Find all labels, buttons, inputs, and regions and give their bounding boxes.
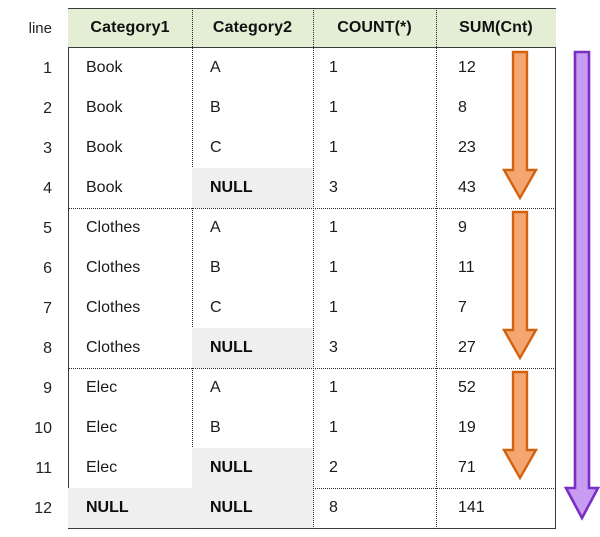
table-cell-category1: Elec [86,459,118,476]
table-cell-category2: B [210,419,221,436]
group-arrow-clothes-icon [501,210,539,361]
table-cell-category2-null: NULL [192,488,313,528]
table-cell-count: 3 [329,179,338,196]
line-number: 7 [43,300,52,317]
line-number: 12 [34,500,52,517]
table-cell-sum: 7 [458,299,467,316]
column-header-sum: SUM(Cnt) [459,19,533,36]
table-cell-category1-null: NULL [68,488,192,528]
table-cell-category2: C [210,139,222,156]
line-number: 10 [34,420,52,437]
table-cell-count: 8 [329,499,338,516]
table-cell-category1: Book [86,59,123,76]
table-cell-category2: B [210,99,221,116]
group-arrow-book-icon [501,50,539,201]
table-cell-count: 1 [329,219,338,236]
table-cell-category1: Clothes [86,339,141,356]
table-cell-sum: 11 [458,259,475,276]
line-number: 5 [43,220,52,237]
table-cell-category2: C [210,299,222,316]
table-cell-sum: 27 [458,339,476,356]
line-number: 11 [35,460,52,477]
table-cell-count: 1 [329,259,338,276]
total-arrow-icon [563,50,600,521]
table-cell-count: 1 [329,419,338,436]
table-bottom-border [68,528,556,529]
table-cell-category2-null: NULL [192,328,313,368]
table-cell-sum: 8 [458,99,467,116]
table-cell-sum: 71 [458,459,476,476]
line-number-gutter: line 1 2 3 4 5 6 7 8 9 10 11 12 [0,0,68,537]
table-cell-sum: 43 [458,179,476,196]
line-number: 3 [43,140,52,157]
table-cell-category1: Book [86,179,123,196]
column-header-count: COUNT(*) [337,19,412,36]
table-cell-count: 2 [329,459,338,476]
line-number: 8 [43,340,52,357]
table-cell-category2: A [210,219,221,236]
table-cell-category2-null: NULL [192,168,313,208]
table-cell-category2: B [210,259,221,276]
table-cell-count: 3 [329,339,338,356]
table-cell-category1: Book [86,139,123,156]
table-cell-count: 1 [329,59,338,76]
table-cell-category1: Clothes [86,219,141,236]
table-cell-count: 1 [329,99,338,116]
column-divider-1 [192,8,193,529]
table-cell-category2-null: NULL [192,448,313,488]
table-cell-count: 1 [329,379,338,396]
table-header-row: Category1 Category2 COUNT(*) SUM(Cnt) [68,8,556,48]
line-number: 6 [43,260,52,277]
table-cell-category1: Clothes [86,259,141,276]
table-cell-sum: 23 [458,139,476,156]
column-header-category1: Category1 [90,19,170,36]
table-cell-count: 1 [329,139,338,156]
table-cell-sum: 52 [458,379,476,396]
table-frame [68,8,556,529]
line-number: 4 [43,180,52,197]
column-divider-2 [313,8,314,529]
table-cell-sum: 12 [458,59,476,76]
group-separator [68,208,556,209]
column-header-category2: Category2 [212,19,293,36]
line-number: 2 [43,100,52,117]
table-cell-category2: A [210,59,221,76]
column-divider-3 [436,8,437,529]
line-number: 1 [43,60,52,77]
table-cell-sum: 9 [458,219,467,236]
table-cell-sum: 141 [458,499,485,516]
table-cell-sum: 19 [458,419,476,436]
table-cell-category1: Elec [86,379,118,396]
table-cell-category1: Clothes [86,299,141,316]
table-cell-category2: A [210,379,221,396]
table-cell-category1: Elec [86,419,118,436]
gutter-header-label: line [28,20,52,37]
group-arrow-elec-icon [501,370,539,481]
group-separator [68,368,556,369]
table-cell-category1: Book [86,99,123,116]
table-cell-count: 1 [329,299,338,316]
line-number: 9 [43,380,52,397]
